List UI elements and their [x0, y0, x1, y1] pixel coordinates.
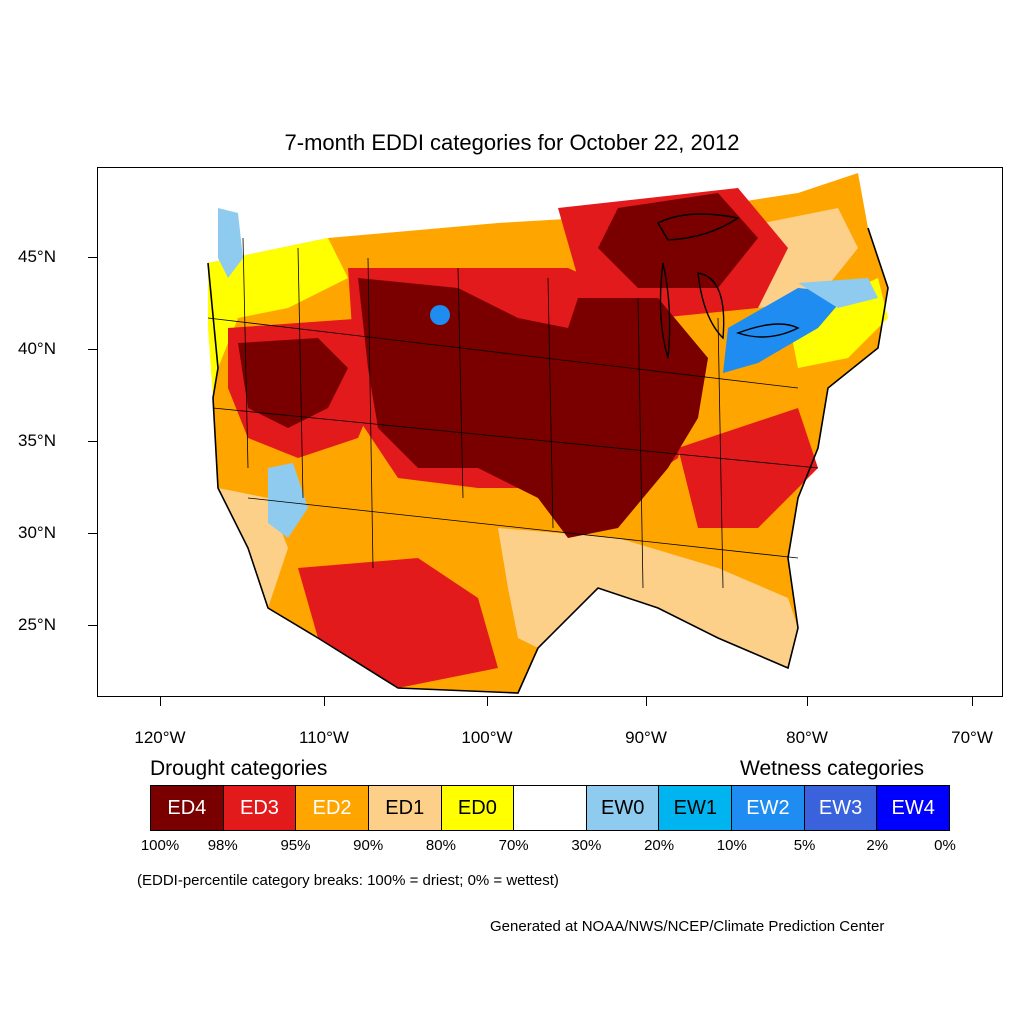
legend-break-label: 80%: [425, 837, 456, 854]
lon-tick: [324, 697, 325, 706]
ed1-south: [498, 528, 798, 668]
lat-label-30: 30°N: [18, 523, 56, 542]
legend-break-label: 20%: [644, 837, 675, 854]
ew-southwest: [268, 463, 308, 538]
drought-heading: Drought categories: [150, 757, 328, 780]
lat-label-25: 25°N: [18, 615, 56, 634]
legend-break-label: 10%: [716, 837, 747, 854]
ed4-upper-midwest: [598, 193, 758, 288]
legend-break-label: 100%: [140, 837, 180, 854]
lon-tick: [487, 697, 488, 706]
lon-label-90: 90°W: [625, 728, 667, 747]
state-boundaries: [207, 237, 819, 589]
lat-tick: [88, 441, 97, 442]
legend-box-ew1: EW1: [659, 786, 733, 830]
lat-tick: [88, 533, 97, 534]
ed3-southwest: [298, 558, 498, 688]
legend-break-label: 98%: [207, 837, 238, 854]
lon-label-100: 100°W: [461, 728, 513, 747]
lon-tick: [807, 697, 808, 706]
lat-tick: [88, 257, 97, 258]
lon-label-120: 120°W: [134, 728, 186, 747]
legend-box-ed1: ED1: [368, 786, 442, 830]
lat-label-40: 40°N: [18, 339, 56, 358]
eddi-map: [97, 167, 1003, 697]
lat-label-35: 35°N: [18, 431, 56, 450]
ed4-great-basin: [238, 338, 348, 428]
legend-box-ed2: ED2: [296, 786, 369, 830]
lon-tick: [160, 697, 161, 706]
lon-label-110: 110°W: [299, 728, 349, 747]
legend-box-ed4: ED4: [151, 786, 224, 830]
ew-pacific-nw: [218, 208, 243, 278]
category-legend: ED4 ED3 ED2 ED1 ED0 EW0 EW1 EW2 EW3 EW4: [150, 785, 950, 831]
category-note: (EDDI-percentile category breaks: 100% =…: [137, 872, 559, 889]
great-lakes: [657, 213, 800, 359]
eddi-map-canvas: [207, 173, 889, 694]
lon-tick: [972, 697, 973, 706]
lat-tick: [88, 349, 97, 350]
legend-break-label: 70%: [498, 837, 529, 854]
lat-label-45: 45°N: [18, 247, 56, 266]
ed3-southeast: [678, 408, 818, 528]
lon-label-80: 80°W: [786, 728, 828, 747]
wetness-heading: Wetness categories: [740, 757, 925, 780]
ed4-plains: [358, 278, 708, 538]
ew0-great-lakes-fringe: [798, 278, 878, 308]
legend-box-ed0: ED0: [441, 786, 515, 830]
legend-break-label: 0%: [934, 837, 956, 854]
legend-box-ew0: EW0: [586, 786, 660, 830]
ed0-northwest: [208, 238, 348, 398]
legend-box-ew2: EW2: [732, 786, 805, 830]
lat-tick: [88, 625, 97, 626]
map-title: 7-month EDDI categories for October 22, …: [284, 130, 740, 155]
legend-break-label: 30%: [571, 837, 602, 854]
legend-box-neutral: [514, 786, 587, 830]
legend-box-ew3: EW3: [804, 786, 878, 830]
legend-break-label: 90%: [353, 837, 384, 854]
ew-montana-spot: [430, 305, 450, 325]
legend-break-label: 95%: [280, 837, 311, 854]
legend-break-label: 5%: [793, 837, 816, 854]
credit-line: Generated at NOAA/NWS/NCEP/Climate Predi…: [490, 918, 885, 935]
coastline: [207, 227, 889, 694]
ew-great-lakes: [723, 288, 848, 373]
lon-tick: [646, 697, 647, 706]
legend-box-ed3: ED3: [223, 786, 297, 830]
legend-break-label: 2%: [866, 837, 889, 854]
lon-label-70: 70°W: [951, 728, 993, 747]
legend-box-ew4: EW4: [877, 786, 950, 830]
